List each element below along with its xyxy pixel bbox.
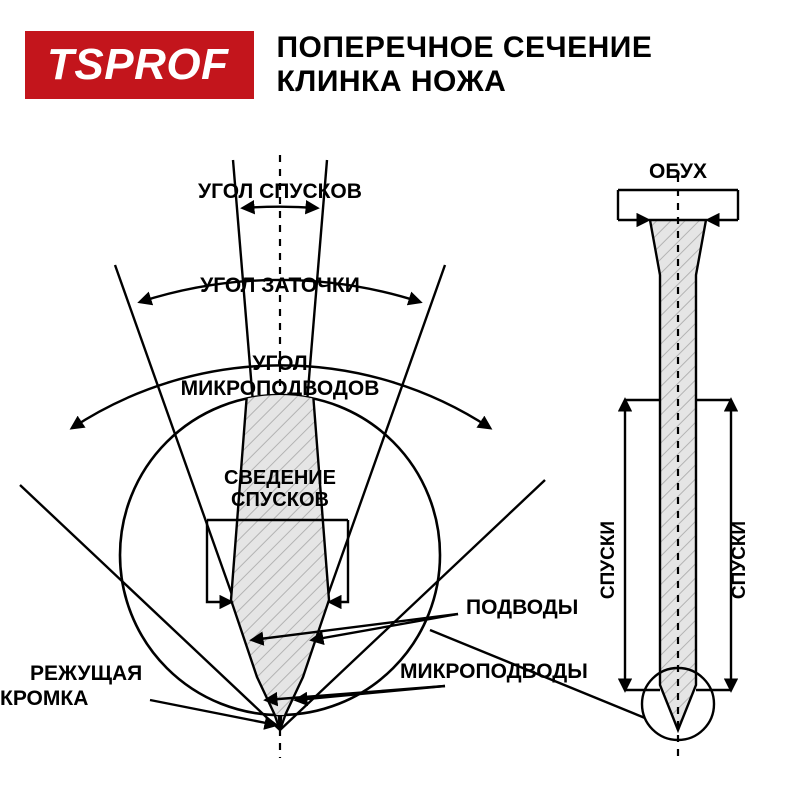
- tip-detail: УГОЛ СПУСКОВ УГОЛ ЗАТОЧКИ УГОЛ МИКРОПОДВ…: [0, 155, 588, 758]
- label-grind-angle: УГОЛ СПУСКОВ: [198, 180, 362, 203]
- label-sharpen-angle: УГОЛ ЗАТОЧКИ: [200, 274, 360, 297]
- label-spine: ОБУХ: [649, 160, 707, 183]
- label-grind-flats-l1: СВЕДЕНИЕ: [224, 467, 336, 489]
- label-grinds-right: СПУСКИ: [729, 521, 750, 599]
- diagram-svg: ОБУХ СПУСКИ СПУСКИ: [0, 0, 807, 807]
- label-microbevel-angle-l1: УГОЛ: [252, 352, 307, 375]
- label-microbevels: МИКРОПОДВОДЫ: [400, 660, 588, 683]
- label-grind-flats-l2: СПУСКОВ: [231, 489, 329, 511]
- label-grinds-left: СПУСКИ: [598, 521, 619, 599]
- label-cutting-edge-l2: КРОМКА: [0, 687, 88, 710]
- label-cutting-edge-l1: РЕЖУЩАЯ: [30, 662, 142, 685]
- label-bevels: ПОДВОДЫ: [466, 596, 578, 619]
